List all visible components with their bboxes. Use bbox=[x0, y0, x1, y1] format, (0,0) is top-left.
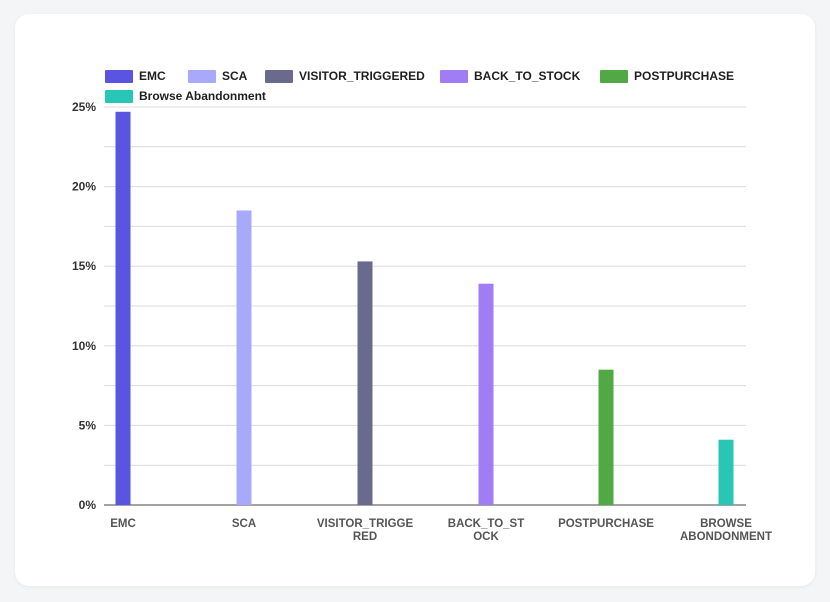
legend-label: Browse Abandonment bbox=[139, 89, 266, 103]
x-tick-label: POSTPURCHASE bbox=[558, 518, 654, 530]
y-tick-label: 0% bbox=[79, 498, 97, 512]
y-tick-label: 25% bbox=[72, 100, 96, 114]
legend-item-visitor-triggered[interactable]: VISITOR_TRIGGERED bbox=[265, 68, 425, 84]
legend-item-back-to-stock[interactable]: BACK_TO_STOCK bbox=[440, 68, 580, 84]
legend-swatch bbox=[600, 69, 628, 83]
y-tick-label: 20% bbox=[72, 180, 96, 194]
y-tick-label: 15% bbox=[72, 259, 96, 273]
chart-card bbox=[15, 14, 815, 586]
bar[interactable] bbox=[115, 111, 131, 505]
legend-swatch bbox=[440, 69, 468, 83]
legend-label: EMC bbox=[139, 69, 166, 83]
bar[interactable] bbox=[718, 439, 734, 505]
legend-swatch bbox=[105, 69, 133, 83]
legend-label: POSTPURCHASE bbox=[634, 69, 735, 83]
legend-swatch bbox=[105, 89, 133, 103]
legend-label: BACK_TO_STOCK bbox=[474, 69, 581, 83]
y-tick-label: 5% bbox=[79, 418, 97, 432]
legend-swatch bbox=[265, 69, 293, 83]
x-tick-label: VISITOR_TRIGGE RED bbox=[317, 518, 414, 543]
legend-swatch bbox=[188, 69, 216, 83]
legend-item-postpurchase[interactable]: POSTPURCHASE bbox=[600, 68, 734, 84]
legend-item-emc[interactable]: EMC bbox=[105, 68, 166, 84]
bar[interactable] bbox=[478, 283, 494, 505]
bar[interactable] bbox=[598, 369, 614, 505]
legend-item-sca[interactable]: SCA bbox=[188, 68, 247, 84]
x-tick-label: EMC bbox=[110, 518, 136, 530]
x-tick-label: BACK_TO_ST OCK bbox=[448, 518, 524, 543]
legend-label: VISITOR_TRIGGERED bbox=[299, 69, 425, 83]
bar[interactable] bbox=[357, 261, 373, 505]
bar[interactable] bbox=[236, 210, 252, 506]
legend-item-browse-abandonment[interactable]: Browse Abandonment bbox=[105, 88, 266, 104]
x-tick-label: BROWSE ABONDONMENT bbox=[680, 518, 772, 543]
y-tick-label: 10% bbox=[72, 339, 96, 353]
legend-label: SCA bbox=[222, 69, 248, 83]
x-tick-label: SCA bbox=[232, 518, 256, 530]
